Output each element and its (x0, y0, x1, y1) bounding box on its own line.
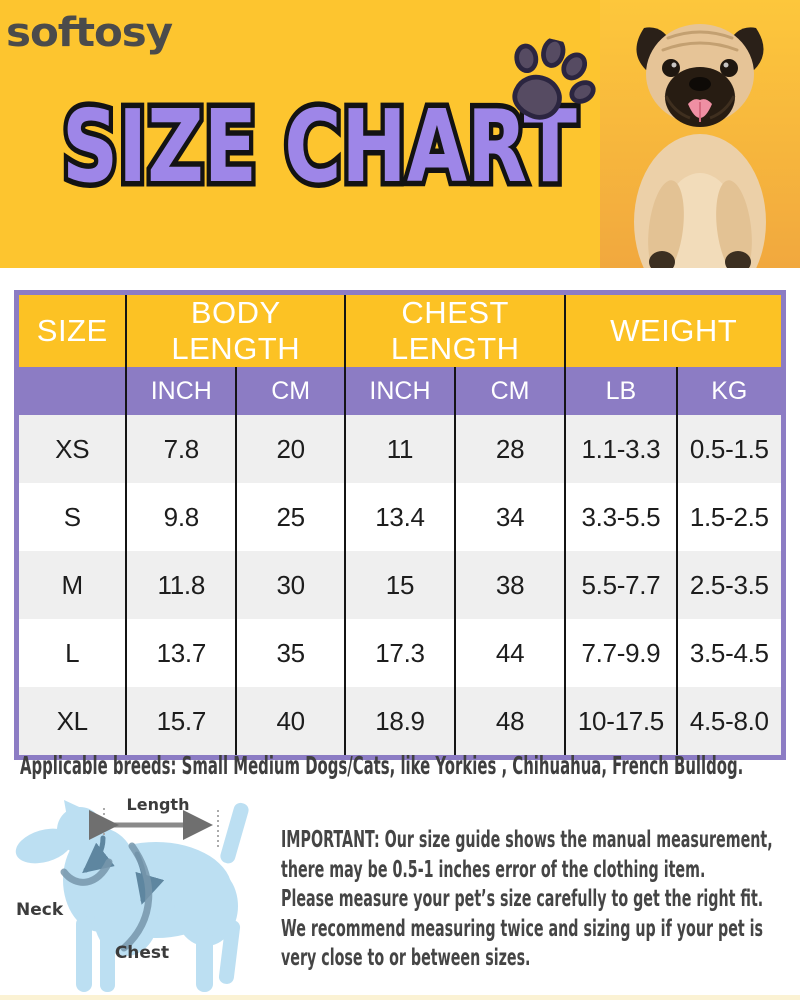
value-cell: 9.8 (125, 483, 237, 551)
unit-header-kg: KG (675, 367, 781, 415)
size-table-grid: SIZE BODY LENGTH CHEST LENGTH WEIGHT INC… (19, 295, 781, 755)
size-cell: L (19, 619, 127, 687)
hero-section: softosy SIZE CHART SIZE CHART (0, 0, 800, 268)
table-row-s: S 9.8 25 13.4 34 3.3-5.5 1.5-2.5 (19, 483, 781, 551)
column-header-weight: WEIGHT (564, 295, 781, 367)
value-cell: 3.3-5.5 (564, 483, 677, 551)
value-cell: 15 (344, 551, 455, 619)
page-title-outline: SIZE CHART (58, 86, 581, 207)
bottom-strip (0, 995, 800, 1000)
unit-header-body-cm: CM (235, 367, 346, 415)
size-cell: XS (19, 415, 127, 483)
value-cell: 28 (453, 415, 566, 483)
page-title-text: SIZE CHART (62, 88, 577, 205)
length-label: Length (127, 795, 190, 814)
value-cell: 38 (453, 551, 566, 619)
value-cell: 5.5-7.7 (564, 551, 677, 619)
value-cell: 44 (453, 619, 566, 687)
table-units-row: INCH CM INCH CM LB KG (19, 367, 781, 415)
value-cell: 11.8 (125, 551, 237, 619)
important-note: IMPORTANT: Our size guide shows the manu… (281, 827, 773, 971)
neck-label: Neck (16, 900, 64, 920)
value-cell: 48 (453, 687, 566, 755)
pug-illustration (600, 0, 800, 268)
size-table: SIZE BODY LENGTH CHEST LENGTH WEIGHT INC… (14, 290, 786, 760)
table-row-l: L 13.7 35 17.3 44 7.7-9.9 3.5-4.5 (19, 619, 781, 687)
value-cell: 0.5-1.5 (675, 415, 781, 483)
applicable-breeds-note: Applicable breeds: Small Medium Dogs/Cat… (20, 751, 744, 780)
chest-label: Chest (115, 943, 169, 963)
column-header-size: SIZE (19, 295, 127, 367)
size-cell: XL (19, 687, 127, 755)
value-cell: 1.5-2.5 (675, 483, 781, 551)
neck-measure (60, 835, 115, 886)
brand-logo: softosy (6, 10, 173, 56)
value-cell: 40 (235, 687, 346, 755)
value-cell: 30 (235, 551, 346, 619)
value-cell: 34 (453, 483, 566, 551)
value-cell: 13.7 (125, 619, 237, 687)
value-cell: 20 (235, 415, 346, 483)
value-cell: 18.9 (344, 687, 455, 755)
value-cell: 13.4 (344, 483, 455, 551)
pug-head (636, 24, 764, 127)
unit-header-chest-inch: INCH (344, 367, 455, 415)
measurement-diagram: Length Neck Chest (15, 795, 249, 992)
paw-print-icon (512, 36, 596, 120)
page-title: SIZE CHART SIZE CHART (58, 86, 581, 207)
dog-silhouette (15, 800, 249, 992)
column-header-body-length: BODY LENGTH (125, 295, 346, 367)
column-header-chest-length: CHEST LENGTH (344, 295, 566, 367)
value-cell: 25 (235, 483, 346, 551)
value-cell: 35 (235, 619, 346, 687)
value-cell: 7.7-9.9 (564, 619, 677, 687)
pug-dog-photo (600, 0, 800, 268)
value-cell: 15.7 (125, 687, 237, 755)
table-row-xl: XL 15.7 40 18.9 48 10-17.5 4.5-8.0 (19, 687, 781, 755)
table-row-m: M 11.8 30 15 38 5.5-7.7 2.5-3.5 (19, 551, 781, 619)
unit-header-chest-cm: CM (453, 367, 566, 415)
value-cell: 7.8 (125, 415, 237, 483)
value-cell: 1.1-3.3 (564, 415, 677, 483)
value-cell: 11 (344, 415, 455, 483)
table-row-xs: XS 7.8 20 11 28 1.1-3.3 0.5-1.5 (19, 415, 781, 483)
size-cell: M (19, 551, 127, 619)
unit-header-empty (19, 367, 127, 415)
value-cell: 10-17.5 (564, 687, 677, 755)
value-cell: 4.5-8.0 (675, 687, 781, 755)
table-header-row: SIZE BODY LENGTH CHEST LENGTH WEIGHT (19, 295, 781, 367)
unit-header-lb: LB (564, 367, 677, 415)
value-cell: 17.3 (344, 619, 455, 687)
value-cell: 2.5-3.5 (675, 551, 781, 619)
pug-body (634, 134, 766, 268)
chest-measure (120, 842, 165, 952)
unit-header-body-inch: INCH (125, 367, 237, 415)
value-cell: 3.5-4.5 (675, 619, 781, 687)
size-cell: S (19, 483, 127, 551)
